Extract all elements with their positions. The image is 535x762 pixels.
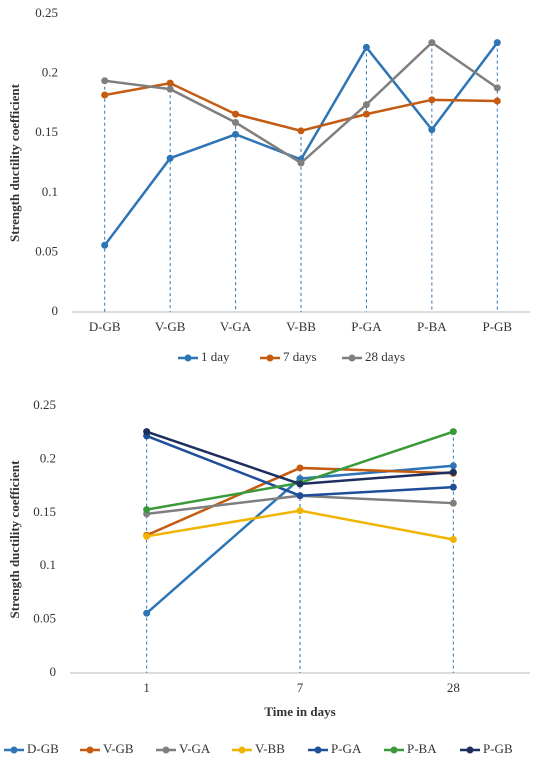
marker [143, 428, 151, 436]
marker [493, 97, 501, 105]
x-tick-label: P-GA [351, 319, 382, 334]
legend-marker [238, 746, 246, 754]
marker [362, 101, 370, 109]
marker [232, 118, 240, 126]
legend-marker [10, 746, 18, 754]
marker [362, 43, 370, 51]
marker [297, 127, 305, 135]
y-tick-label: 0.05 [33, 611, 56, 626]
legend-marker [390, 746, 398, 754]
legend-marker [314, 746, 322, 754]
x-tick-label: P-GB [482, 319, 512, 334]
x-tick-label: D-GB [89, 319, 121, 334]
legend-label: V-BB [255, 741, 285, 756]
x-tick-label: V-GB [155, 319, 186, 334]
marker [101, 241, 109, 249]
y-tick-label: 0.15 [33, 504, 56, 519]
y-axis-title: Strength ductility coefficient [7, 83, 22, 242]
marker [166, 154, 174, 162]
y-tick-label: 0.05 [35, 243, 58, 258]
legend-marker [266, 354, 274, 362]
series-line [104, 81, 498, 133]
marker [232, 110, 240, 118]
marker [232, 130, 240, 138]
marker [297, 159, 305, 167]
marker [493, 84, 501, 92]
marker [166, 79, 174, 87]
marker [449, 468, 457, 476]
y-tick-label: 0.25 [35, 5, 58, 20]
x-tick-label: 7 [297, 680, 304, 695]
y-tick-label: 0.2 [42, 65, 58, 80]
marker [143, 532, 151, 540]
y-axis-title: Strength ductility coefficient [7, 460, 22, 619]
marker [143, 609, 151, 617]
legend-marker [162, 746, 170, 754]
legend-marker [466, 746, 474, 754]
legend-label: 1 day [201, 349, 230, 364]
marker [166, 85, 174, 93]
y-tick-label: 0.1 [40, 557, 56, 572]
legend-label: 7 days [283, 349, 317, 364]
legend-label: P-GA [331, 741, 362, 756]
y-tick-label: 0.2 [40, 450, 56, 465]
legend-label: P-BA [407, 741, 437, 756]
y-tick-label: 0 [50, 664, 57, 679]
x-tick-label: P-BA [417, 319, 447, 334]
legend-marker [348, 354, 356, 362]
marker [449, 428, 457, 436]
x-tick-label: 1 [143, 680, 150, 695]
marker [428, 39, 436, 47]
x-tick-label: 28 [447, 680, 460, 695]
marker [428, 126, 436, 134]
marker [428, 96, 436, 104]
y-tick-label: 0.15 [35, 124, 58, 139]
marker [143, 506, 151, 514]
x-tick-label: V-BB [286, 319, 316, 334]
legend-label: V-GB [103, 741, 134, 756]
marker [449, 462, 457, 470]
marker [449, 536, 457, 543]
marker [449, 499, 457, 507]
marker [296, 464, 304, 472]
legend-marker [86, 746, 94, 754]
marker [296, 507, 304, 515]
marker [296, 480, 304, 488]
x-axis-title: Time in days [264, 704, 335, 719]
marker [493, 39, 501, 47]
y-tick-label: 0.1 [42, 184, 58, 199]
legend-marker [184, 354, 192, 362]
legend-label: D-GB [27, 741, 59, 756]
legend-label: 28 days [365, 349, 405, 364]
y-tick-label: 0 [52, 303, 59, 318]
marker [296, 492, 304, 500]
legend-label: V-GA [179, 741, 211, 756]
marker [101, 91, 109, 99]
marker [449, 483, 457, 491]
marker [101, 77, 109, 85]
x-tick-label: V-GA [220, 319, 252, 334]
legend-label: P-GB [483, 741, 513, 756]
marker [362, 110, 370, 118]
y-tick-label: 0.25 [33, 397, 56, 412]
